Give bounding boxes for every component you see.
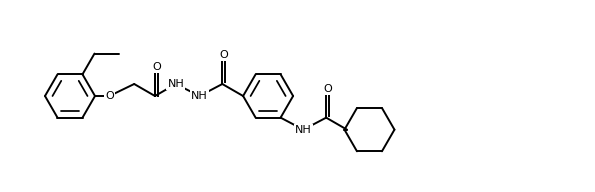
Text: O: O [323,84,332,94]
Text: O: O [105,91,114,101]
Text: O: O [152,62,161,72]
Text: NH: NH [167,79,184,89]
Text: O: O [220,50,228,60]
Text: NH: NH [295,125,312,135]
Text: NH: NH [191,91,208,101]
